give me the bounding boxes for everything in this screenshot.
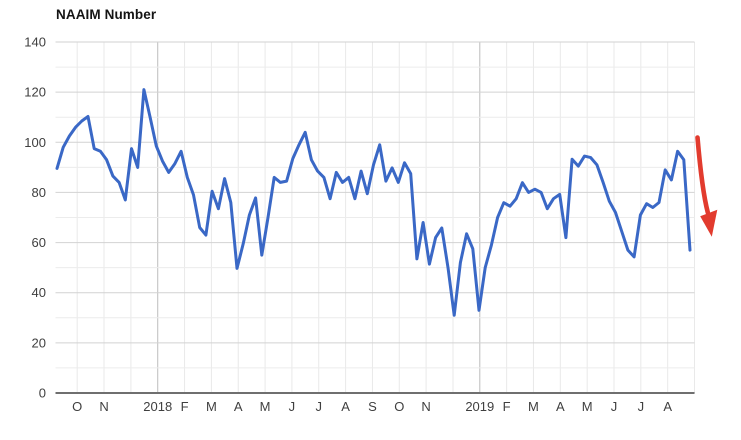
svg-text:60: 60 xyxy=(32,235,46,250)
svg-text:N: N xyxy=(99,399,108,414)
svg-text:J: J xyxy=(289,399,296,414)
x-axis-labels: O N 2018 F M A M J J A S O N 2019 F M A M J J A xyxy=(72,399,672,414)
svg-text:40: 40 xyxy=(32,285,46,300)
svg-text:M: M xyxy=(206,399,217,414)
svg-text:M: M xyxy=(260,399,271,414)
svg-text:S: S xyxy=(368,399,377,414)
h-gridlines xyxy=(55,41,695,369)
svg-text:F: F xyxy=(181,399,189,414)
svg-text:O: O xyxy=(72,399,82,414)
naaim-line xyxy=(55,88,692,317)
svg-text:A: A xyxy=(663,399,672,414)
svg-text:M: M xyxy=(528,399,539,414)
svg-text:M: M xyxy=(582,399,593,414)
svg-text:2019: 2019 xyxy=(465,399,494,414)
svg-text:80: 80 xyxy=(32,185,46,200)
svg-text:0: 0 xyxy=(39,386,46,401)
svg-text:120: 120 xyxy=(24,85,46,100)
svg-text:A: A xyxy=(234,399,243,414)
down-arrow-icon xyxy=(695,135,718,237)
svg-text:2018: 2018 xyxy=(143,399,172,414)
svg-text:F: F xyxy=(503,399,511,414)
svg-text:J: J xyxy=(611,399,618,414)
svg-text:20: 20 xyxy=(32,335,46,350)
svg-text:J: J xyxy=(316,399,323,414)
svg-text:O: O xyxy=(394,399,404,414)
chart-title: NAAIM Number xyxy=(56,7,157,22)
svg-text:A: A xyxy=(556,399,565,414)
svg-text:J: J xyxy=(638,399,645,414)
svg-text:100: 100 xyxy=(24,135,46,150)
svg-text:A: A xyxy=(341,399,350,414)
svg-text:140: 140 xyxy=(24,35,46,50)
y-axis-labels: 0 20 40 60 80 100 120 140 xyxy=(24,35,46,401)
svg-text:N: N xyxy=(421,399,430,414)
